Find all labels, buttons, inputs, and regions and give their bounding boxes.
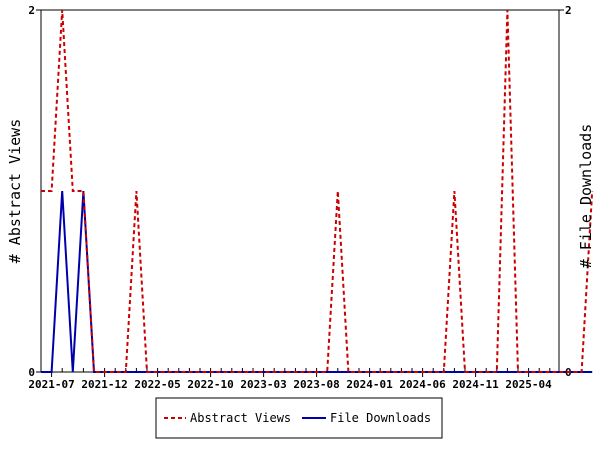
series-line-abstract-views (41, 9, 594, 373)
x-tick-label: 2023-08 (293, 378, 339, 391)
legend-label-abstract-views: Abstract Views (190, 411, 291, 425)
x-tick-label: 2023-03 (240, 378, 286, 391)
y-tick-label-left: 2 (28, 4, 35, 17)
x-tick-label: 2022-10 (187, 378, 233, 391)
x-tick-label: 2022-05 (134, 378, 180, 391)
x-tick-label: 2024-11 (452, 378, 499, 391)
x-tick-label: 2021-12 (81, 378, 127, 391)
y-axis-title-right: # File Downloads (577, 124, 595, 269)
x-tick-label: 2024-06 (399, 378, 446, 391)
axis-tick-labels: 2021-07 2021-12 2022-05 2022-10 2023-03 2023-… (28, 4, 571, 391)
y-tick-label-left: 0 (28, 366, 35, 379)
legend: Abstract Views File Downloads (155, 397, 443, 439)
y-axis-title-left: # Abstract Views (6, 119, 24, 264)
plot-area (40, 9, 560, 373)
x-tick-label: 2024-01 (346, 378, 393, 391)
series-layer (41, 9, 594, 373)
y-tick-label-right: 2 (565, 4, 572, 17)
x-tick-label: 2021-07 (28, 378, 74, 391)
legend-label-file-downloads: File Downloads (330, 411, 431, 425)
x-tick-label: 2025-04 (505, 378, 552, 391)
legend-box (155, 397, 443, 439)
